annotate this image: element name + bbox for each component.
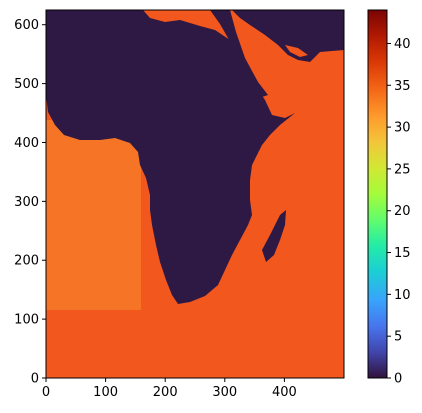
x-tick-label: 0 [42,385,50,400]
colorbar-tick-label: 30 [394,121,411,136]
colorbar-tick-label: 40 [394,37,411,52]
colorbar-axis: 0 5 10 15 20 25 30 35 40 [387,37,411,387]
colorbar-tick-label: 10 [394,288,411,303]
colorbar-tick-label: 35 [394,79,411,94]
y-tick-label: 500 [14,77,39,92]
colorbar-tick-label: 15 [394,246,411,261]
ocean-region-cool [46,120,141,310]
x-tick-label: 400 [272,385,297,400]
x-axis: 0 100 200 300 400 [42,378,297,400]
heatmap-plot [46,10,344,378]
persian-gulf-region [285,45,308,57]
colorbar-tick-label: 5 [394,330,402,345]
y-tick-label: 300 [14,195,39,210]
y-axis: 0 100 200 300 400 500 600 [14,18,46,387]
land-region [46,10,344,304]
y-tick-label: 100 [14,313,39,328]
colorbar-tick-label: 25 [394,162,411,177]
x-tick-label: 200 [153,385,178,400]
x-tick-label: 100 [93,385,118,400]
colorbar-tick-label: 0 [394,372,402,387]
y-tick-label: 0 [31,372,39,387]
colorbar-frame [367,9,388,379]
y-tick-label: 400 [14,136,39,151]
y-tick-label: 600 [14,18,39,33]
plot-frame [45,9,345,379]
x-tick-label: 300 [212,385,237,400]
colorbar-tick-label: 20 [394,204,411,219]
y-tick-label: 200 [14,254,39,269]
colorbar [368,10,387,378]
